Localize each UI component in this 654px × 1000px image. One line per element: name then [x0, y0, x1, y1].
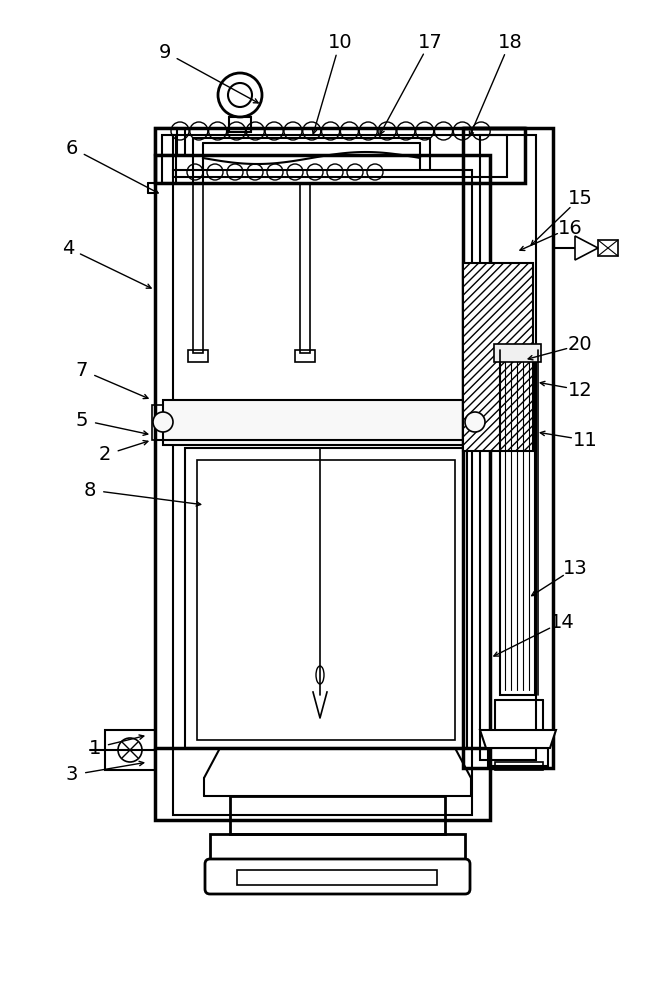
Text: 9: 9 [159, 42, 171, 62]
Text: 5: 5 [76, 410, 88, 430]
Bar [475, 405, 486, 440]
Text: 1: 1 [89, 738, 101, 758]
Text: 13: 13 [562, 558, 587, 578]
Bar [295, 350, 315, 362]
Text: 12: 12 [568, 380, 593, 399]
Bar [463, 263, 533, 451]
Bar [495, 762, 543, 770]
Bar [229, 117, 251, 132]
Text: 3: 3 [66, 766, 78, 784]
Bar [185, 448, 467, 748]
Text: 2: 2 [99, 446, 111, 464]
Text: 20: 20 [568, 336, 593, 355]
Text: 18: 18 [498, 32, 523, 51]
Text: 17: 17 [418, 32, 442, 51]
Bar [155, 155, 490, 820]
Bar [210, 834, 465, 864]
Bar [237, 870, 437, 885]
Bar [480, 135, 536, 760]
Bar [500, 350, 535, 695]
Bar [300, 183, 310, 353]
FancyBboxPatch shape [205, 859, 470, 894]
Text: 6: 6 [66, 138, 78, 157]
Polygon shape [480, 730, 556, 748]
Bar [463, 128, 553, 768]
Bar [598, 240, 618, 256]
Bar [163, 400, 475, 445]
Circle shape [465, 412, 485, 432]
Bar [173, 135, 507, 177]
Text: 4: 4 [62, 238, 74, 257]
Text: 11: 11 [573, 430, 597, 450]
Text: 14: 14 [549, 612, 574, 632]
Bar [488, 748, 548, 766]
Bar [155, 128, 177, 155]
Bar [188, 350, 208, 362]
Text: 15: 15 [568, 188, 593, 208]
Text: 7: 7 [76, 360, 88, 379]
Bar [193, 183, 203, 353]
Bar [494, 344, 541, 362]
Bar [162, 135, 176, 183]
Text: 10: 10 [328, 32, 353, 51]
Bar [105, 730, 155, 770]
Polygon shape [575, 236, 598, 260]
Bar [197, 460, 455, 740]
Text: 16: 16 [558, 219, 582, 237]
Bar [230, 796, 445, 834]
Text: 8: 8 [84, 481, 96, 499]
Bar [152, 405, 163, 440]
Bar [173, 170, 472, 815]
Bar [155, 128, 525, 183]
Circle shape [153, 412, 173, 432]
Bar [155, 128, 185, 155]
